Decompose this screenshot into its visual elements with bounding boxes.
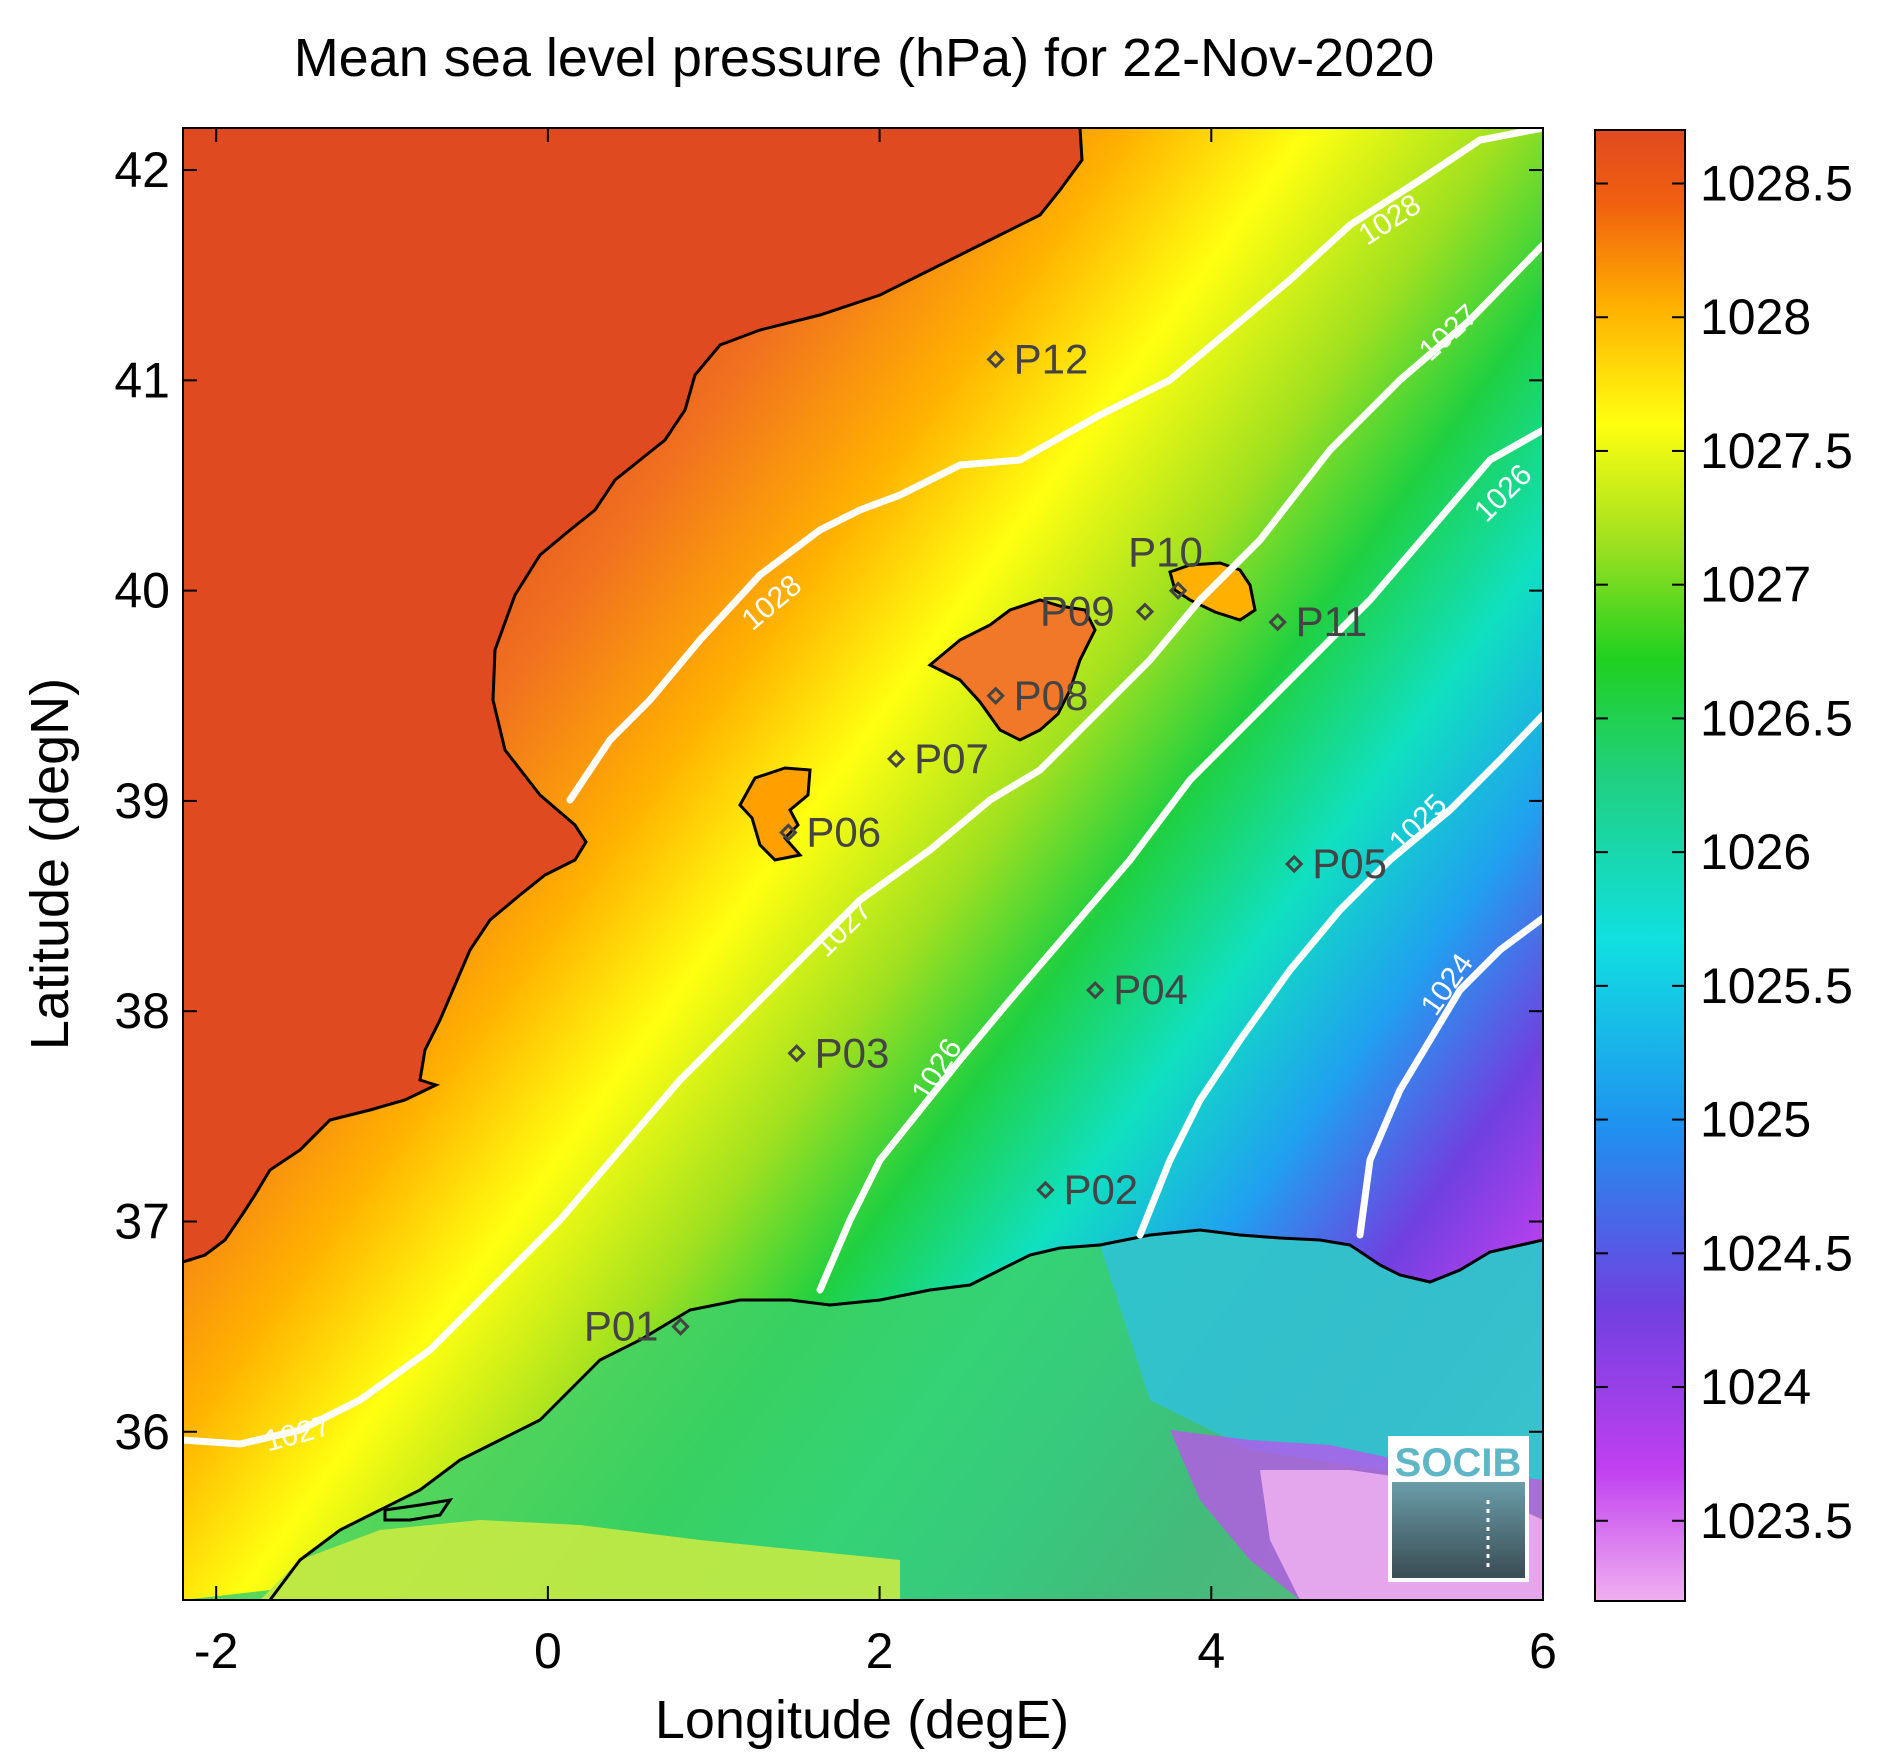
colorbar-tick-label: 1025.5: [1700, 958, 1853, 1014]
chart-title: Mean sea level pressure (hPa) for 22-Nov…: [294, 28, 1435, 88]
map-field: 1028 1028 1027 1027 1027 1026 1026 1025 …: [183, 128, 1543, 1600]
x-tick-label: 2: [866, 1623, 894, 1679]
colorbar-tick-label: 1024.5: [1700, 1225, 1853, 1281]
station-label: P07: [914, 735, 989, 782]
colorbar: 1023.5 1024 1024.5 1025 1025.5 1026 1026.5 1027…: [1594, 129, 1853, 1602]
station-label: P05: [1312, 840, 1387, 887]
station-label: P02: [1063, 1166, 1138, 1213]
x-tick-label: 0: [534, 1623, 562, 1679]
coastline: [183, 128, 1543, 1600]
x-axis-label: Longitude (degE): [655, 1690, 1069, 1750]
station-marker-icon: [787, 1044, 806, 1063]
plot-frame: [182, 127, 1544, 1601]
y-axis: 36 37 38 39 40 41 42: [114, 142, 1543, 1460]
isobar-1024: [1356, 914, 1543, 1239]
station-label: P08: [1014, 672, 1089, 719]
station-marker-icon: [986, 350, 1005, 369]
station-p08: P08: [986, 672, 1089, 719]
y-tick-label: 42: [114, 142, 170, 198]
station-label: P03: [815, 1029, 890, 1076]
y-tick-label: 36: [114, 1404, 170, 1460]
logo-text: SOCIB: [1395, 1441, 1522, 1485]
station-marker-icon: [671, 1317, 690, 1336]
socib-logo: SOCIB: [1388, 1436, 1529, 1582]
station-label: P12: [1014, 335, 1089, 382]
station-markers: P01 P02 P03 P04 P05 P06 P07 P08 P09 P10 P11 P12: [584, 335, 1387, 1349]
station-marker-icon: [1135, 602, 1155, 621]
isobar-1025: [1136, 711, 1543, 1239]
y-tick-label: 39: [114, 773, 170, 829]
colorbar-tick-label: 1025: [1700, 1092, 1811, 1148]
colorbar-ticks: 1023.5 1024 1024.5 1025 1025.5 1026 1026.5 1027…: [1595, 155, 1853, 1549]
colorbar-tick-label: 1026: [1700, 824, 1811, 880]
station-p03: P03: [787, 1029, 890, 1076]
land-africa-east: [1100, 1230, 1543, 1480]
y-tick-label: 37: [114, 1193, 170, 1249]
isobars: [183, 128, 1543, 1448]
x-tick-label: 6: [1529, 1623, 1557, 1679]
station-label: P04: [1113, 966, 1188, 1013]
station-p10: P10: [1128, 529, 1203, 600]
station-marker-icon: [1086, 980, 1105, 1000]
colorbar-tick-label: 1028: [1700, 289, 1811, 345]
station-p07: P07: [886, 735, 989, 782]
land-ibiza: [740, 768, 810, 860]
station-p06: P06: [779, 808, 881, 855]
colorbar-tick-label: 1027.5: [1700, 423, 1853, 479]
station-marker-icon: [1168, 581, 1188, 600]
colorbar-ramp: [1594, 129, 1686, 1602]
station-p05: P05: [1285, 840, 1387, 887]
station-marker-icon: [886, 749, 906, 769]
station-label: P11: [1296, 598, 1368, 645]
isobar-1027-north: [183, 241, 1543, 1448]
station-marker-icon: [986, 686, 1005, 705]
land-africa-southwest: [260, 1520, 900, 1600]
y-axis-label: Latitude (degN): [20, 678, 80, 1050]
colorbar-tick-label: 1024: [1700, 1359, 1811, 1415]
land-iberia: [183, 128, 1082, 1262]
x-tick-label: -2: [194, 1623, 238, 1679]
isobar-1026: [816, 426, 1543, 1294]
y-tick-label: 40: [114, 563, 170, 619]
station-marker-icon: [779, 823, 798, 842]
station-p02: P02: [1036, 1166, 1138, 1213]
isobar-1028: [566, 128, 1543, 804]
station-p11: P11: [1268, 598, 1368, 645]
colorbar-tick-label: 1027: [1700, 557, 1811, 613]
y-tick-label: 38: [114, 983, 170, 1039]
station-label: P06: [806, 808, 881, 855]
station-marker-icon: [1268, 612, 1287, 632]
station-label: P10: [1128, 529, 1203, 576]
station-label: P09: [1040, 588, 1115, 635]
station-p09: P09: [1040, 588, 1155, 635]
colorbar-tick-label: 1028.5: [1700, 155, 1853, 211]
station-p04: P04: [1086, 966, 1188, 1013]
x-tick-label: 4: [1197, 1623, 1225, 1679]
colorbar-tick-label: 1026.5: [1700, 690, 1853, 746]
station-label: P01: [584, 1303, 659, 1350]
station-p12: P12: [986, 335, 1089, 382]
colorbar-tick-label: 1023.5: [1700, 1493, 1853, 1549]
x-axis: -2 0 2 4 6: [194, 128, 1557, 1679]
station-marker-icon: [1036, 1180, 1055, 1200]
station-p01: P01: [584, 1303, 690, 1350]
station-marker-icon: [1285, 854, 1304, 874]
y-tick-label: 41: [114, 352, 170, 408]
